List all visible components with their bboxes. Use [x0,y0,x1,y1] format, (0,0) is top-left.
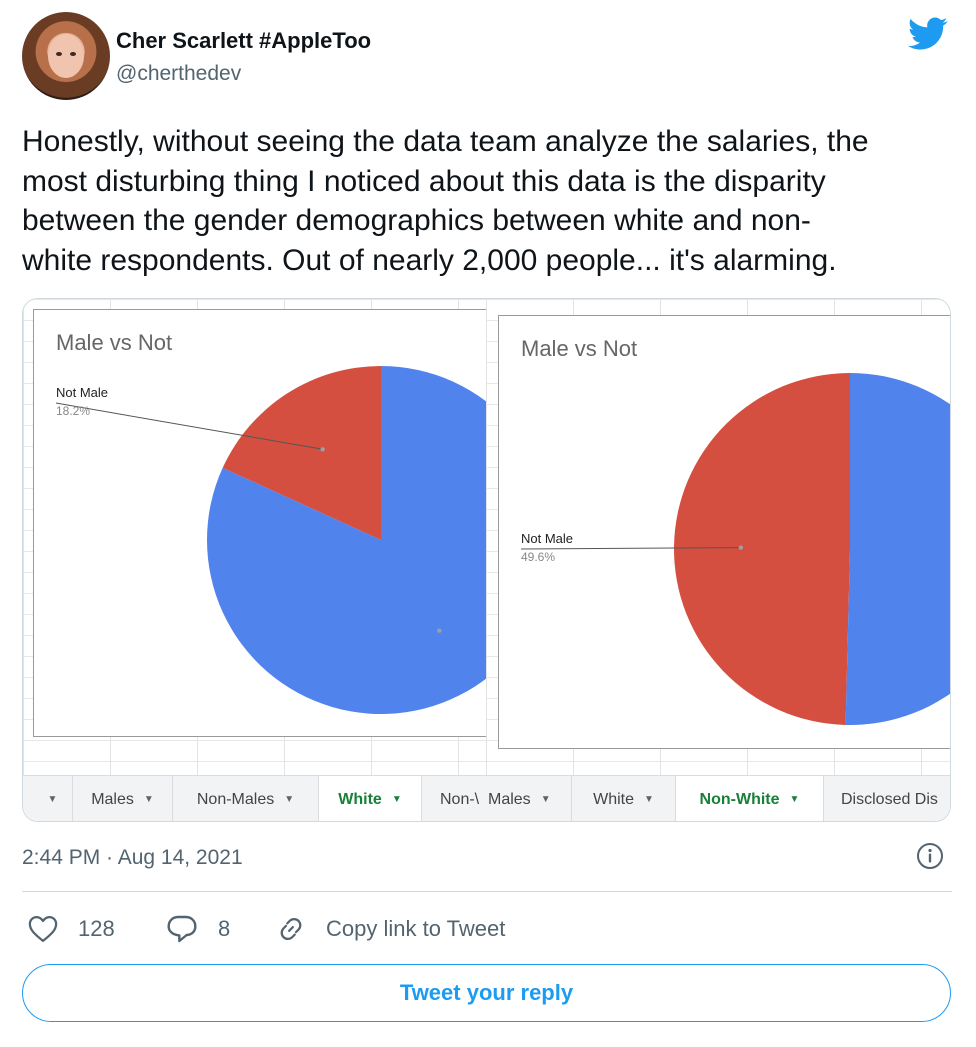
chevron-down-icon: ▼ [284,794,295,805]
slice-percent: 49.6% [521,550,555,564]
pie-slice [845,373,950,725]
copy-link-button[interactable]: Copy link to Tweet [276,906,505,952]
reply-count: 8 [218,916,231,941]
info-icon[interactable] [916,842,944,870]
author-handle[interactable]: @cherthedev [116,62,242,85]
pie-slice [222,366,381,540]
tweet-text-line: white respondents. Out of nearly 2,000 p… [22,243,837,277]
tweet-text-line: Honestly, without seeing the data team a… [22,125,869,158]
like-count: 128 [78,916,115,941]
slice-marker [320,447,325,452]
chart-title: Male vs Not [56,330,172,355]
tweet-your-reply-button[interactable]: Tweet your reply [22,964,951,1022]
sheet-tab[interactable]: ▼ [23,776,73,821]
like-button[interactable]: 128 [28,906,115,952]
chevron-down-icon: ▼ [391,794,402,805]
slice-label: Not Male [56,385,108,400]
sheet-tab-white[interactable]: White ▼ [572,776,676,821]
sheet-tab-label: Disclosed Dis [841,790,938,808]
sheet-tab-label: White [593,790,634,808]
sheet-tab-non-white[interactable]: Non-\ [422,776,486,821]
sheet-tab-males[interactable]: Males ▼ [73,776,173,821]
sheet-tab-label: Males [488,790,531,808]
tweet-meta: 2:44 PM · Aug 14, 2021 [22,842,952,874]
slice-label-leader [55,402,323,450]
slice-percent: 18.2% [56,404,90,418]
media-image-left[interactable]: Male vs Not Not Male 18.2% ▼ Males ▼ Non-Ma… [23,299,486,821]
tweet-text-line: most disturbing thing I noticed about th… [22,164,826,198]
heart-icon [28,916,58,942]
sheet-tabs-left: ▼ Males ▼ Non-Males ▼ White ▼ Non-\ [23,775,486,821]
slice-label-leader [520,547,741,550]
chevron-down-icon: ▼ [47,794,58,805]
tweet-header: Cher Scarlett #AppleToo @cherthedev [22,12,952,102]
sheet-tab-label: White [338,790,382,808]
avatar-eye [56,52,62,56]
link-icon [280,917,302,941]
slice-marker [437,628,442,633]
chart-frame: Male vs Not Not Male 18.2% [33,309,486,737]
sheet-tab-label: Males [91,790,134,808]
sheet-tabs-right: Males ▼ White ▼ Non-White ▼ Disclosed Dis [486,775,950,821]
chevron-down-icon: ▼ [644,794,654,805]
chevron-down-icon: ▼ [789,794,800,805]
sheet-tab-males[interactable]: Males ▼ [486,776,572,821]
chevron-down-icon: ▼ [143,794,154,805]
slice-marker [738,545,744,550]
tweet-actions: 128 8 Copy link to Tweet [22,906,952,952]
pie-chart-left: Male vs Not Not Male 18.2% [55,330,486,714]
speech-bubble-icon [167,915,197,943]
sheet-tab-label: Non-Males [196,790,275,808]
divider [22,891,952,892]
sheet-tab-label: Non-White [699,790,780,808]
tweet-timestamp[interactable]: 2:44 PM · Aug 14, 2021 [22,846,243,869]
chevron-down-icon: ▼ [540,794,551,805]
media-image-right[interactable]: Male vs Not Not Male 49.6% Males ▼ White ▼ N… [486,299,950,821]
chart-frame: Male vs Not Not Male 49.6% [498,315,950,749]
pie-slice [207,366,486,714]
sheet-tab-non-white[interactable]: Non-White ▼ [676,776,824,821]
pie-chart-right: Male vs Not Not Male 49.6% [520,336,950,725]
avatar[interactable] [22,12,110,100]
sheet-tab-white[interactable]: White ▼ [319,776,422,821]
pie-slice [674,373,850,725]
chart-title: Male vs Not [521,336,637,361]
copy-link-label: Copy link to Tweet [326,916,506,941]
reply-action-button[interactable]: 8 [166,906,230,952]
sheet-tab-label: Non-\ [440,790,480,808]
author-name[interactable]: Cher Scarlett #AppleToo [116,28,372,53]
sheet-tab-non-males[interactable]: Non-Males ▼ [173,776,319,821]
tweet-text: Honestly, without seeing the data team a… [22,122,952,280]
slice-label: Not Male [521,531,573,546]
tweet-media[interactable]: Male vs Not Not Male 18.2% ▼ Males ▼ Non-Ma… [22,298,951,822]
avatar-face [48,34,84,78]
tweet-text-line: between the gender demographics between … [22,204,811,237]
twitter-bird-icon[interactable] [908,16,948,52]
sheet-tab-disclosed[interactable]: Disclosed Dis [824,776,950,821]
avatar-eye [70,52,76,56]
